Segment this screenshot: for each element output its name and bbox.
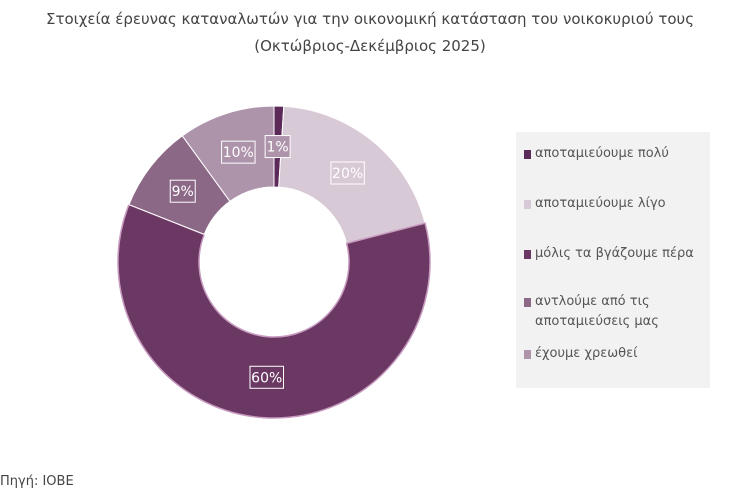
data-label-μόλις-τα-βγάζουμε-πέρα: 60% xyxy=(249,365,284,389)
data-label-text: 20% xyxy=(332,166,363,182)
data-label-text: 10% xyxy=(223,145,254,161)
legend-label: αποταμιεύουμε λίγο xyxy=(535,196,666,211)
data-label-αποταμιεύουμε-πολύ: 1% xyxy=(264,135,291,159)
data-label-text: 9% xyxy=(172,184,194,200)
data-label-text: 1% xyxy=(267,140,289,156)
legend-swatch xyxy=(524,350,531,359)
legend-swatch xyxy=(524,298,531,307)
data-label-box xyxy=(249,365,284,389)
legend-label: αντλούμε από τις αποταμιεύσεις μας xyxy=(535,294,659,329)
data-label-box xyxy=(169,179,196,203)
donut-data-labels: 1% 20% 60% 9% 10% xyxy=(169,135,365,389)
legend-item-έχουμε-χρεωθεί: έχουμε χρεωθεί xyxy=(524,344,706,364)
data-label-αντλούμε-από-τις-αποταμιεύσεις-μας: 9% xyxy=(169,179,196,203)
legend-item-αποταμιεύουμε-λίγο: αποταμιεύουμε λίγο xyxy=(524,194,706,214)
slice-μόλις-τα-βγάζουμε-πέρα xyxy=(117,203,431,419)
data-label-box xyxy=(221,140,256,164)
legend-swatch xyxy=(524,150,531,159)
data-label-text: 60% xyxy=(251,370,282,386)
legend-item-μόλις-τα-βγάζουμε-πέρα: μόλις τα βγάζουμε πέρα xyxy=(524,244,706,264)
legend-item-αποταμιεύουμε-πολύ: αποταμιεύουμε πολύ xyxy=(524,144,706,164)
data-label-box xyxy=(264,135,291,159)
legend-swatch xyxy=(524,250,531,259)
legend-label: μόλις τα βγάζουμε πέρα xyxy=(535,246,694,261)
legend-label: αποταμιεύουμε πολύ xyxy=(535,146,669,161)
data-label-αποταμιεύουμε-λίγο: 20% xyxy=(330,161,365,185)
chart-legend: αποταμιεύουμε πολύ αποταμιεύουμε λίγο μόλι… xyxy=(516,132,710,388)
source-note: Πηγή: ΙΟΒΕ xyxy=(0,474,74,489)
data-label-box xyxy=(330,161,365,185)
legend-item-αντλούμε-από-τις-αποταμιεύσεις-μας: αντλούμε από τις αποταμιεύσεις μας xyxy=(524,292,706,332)
legend-swatch xyxy=(524,200,531,209)
chart-title: Στοιχεία έρευνας καταναλωτών για την οικ… xyxy=(45,10,695,55)
data-label-έχουμε-χρεωθεί: 10% xyxy=(221,140,256,164)
legend-label: έχουμε χρεωθεί xyxy=(535,346,638,361)
